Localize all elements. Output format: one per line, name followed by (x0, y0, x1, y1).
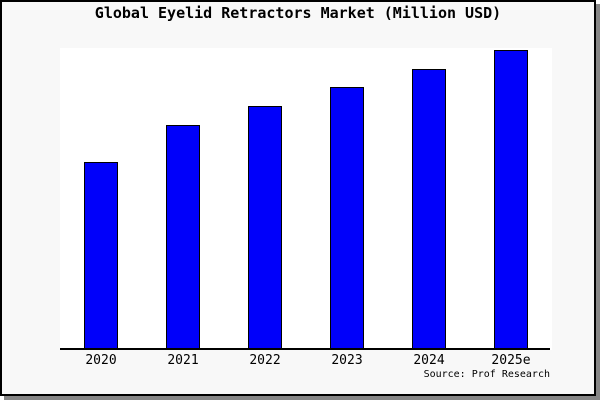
x-tick-label-2024: 2024 (413, 353, 445, 368)
x-tick-label-2021: 2021 (167, 353, 199, 368)
bar-2022 (248, 106, 282, 350)
x-axis-line (60, 348, 550, 350)
bar-2024 (412, 69, 446, 350)
bar-2021 (166, 124, 200, 350)
x-tick-label-2023: 2023 (331, 353, 363, 368)
bar-2023 (330, 86, 364, 350)
chart-title: Global Eyelid Retractors Market (Million… (94, 4, 502, 22)
x-tick-label-2020: 2020 (85, 353, 117, 368)
window-shadow-bottom (4, 396, 600, 400)
x-tick-label-2025e: 2025e (491, 353, 531, 368)
bar-2020 (84, 162, 118, 350)
x-tick-label-2022: 2022 (249, 353, 281, 368)
source-caption: Source: Prof Research (423, 369, 550, 380)
window-shadow-right (596, 4, 600, 400)
plot-area (60, 48, 552, 350)
bar-2025e (494, 50, 528, 350)
